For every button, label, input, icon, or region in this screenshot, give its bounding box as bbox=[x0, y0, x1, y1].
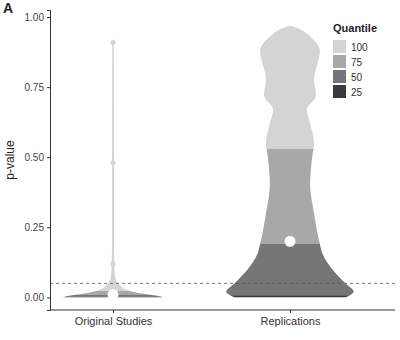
violin bbox=[63, 40, 163, 300]
x-tick: Replications bbox=[261, 310, 321, 327]
y-tick-mark bbox=[47, 87, 50, 88]
legend-label: 100 bbox=[351, 42, 368, 53]
y-tick: 0.50 bbox=[25, 152, 50, 163]
legend-label: 75 bbox=[351, 57, 363, 68]
legend-swatch bbox=[333, 70, 346, 83]
x-tick-label: Original Studies bbox=[75, 315, 153, 327]
legend: Quantile 100 75 50 25 bbox=[333, 22, 377, 98]
point bbox=[111, 261, 116, 266]
reference-line bbox=[50, 283, 395, 284]
quantile-band bbox=[226, 149, 353, 244]
y-tick-mark bbox=[47, 227, 50, 228]
x-tick-mark bbox=[290, 310, 291, 313]
quantile-band bbox=[63, 42, 163, 291]
legend-entry: 100 bbox=[333, 40, 368, 53]
plot-area bbox=[50, 25, 395, 300]
y-tick-mark bbox=[47, 297, 50, 298]
violin-outline bbox=[226, 25, 353, 297]
quantile-band-clip bbox=[226, 244, 353, 295]
y-tick-mark bbox=[47, 17, 50, 18]
quantile-band-clip bbox=[226, 25, 353, 148]
point bbox=[111, 40, 116, 45]
quantile-band bbox=[226, 295, 353, 297]
quantile-band-clip bbox=[63, 42, 163, 291]
legend-swatch bbox=[333, 85, 346, 98]
legend-entry: 50 bbox=[333, 70, 363, 83]
legend-label: 50 bbox=[351, 72, 363, 83]
y-tick-label: 0.50 bbox=[25, 152, 45, 163]
quantile-band-clip bbox=[226, 149, 353, 244]
y-tick-mark bbox=[47, 157, 50, 158]
y-tick: 1.00 bbox=[25, 12, 50, 23]
x-tick: Original Studies bbox=[75, 310, 153, 327]
violin bbox=[226, 25, 353, 297]
quantile-band bbox=[226, 25, 353, 148]
legend-swatch bbox=[333, 55, 346, 68]
y-tick: 0.00 bbox=[25, 292, 50, 303]
y-tick-label: 1.00 bbox=[25, 12, 45, 23]
mean-point bbox=[285, 236, 296, 247]
y-tick-label: 0.00 bbox=[25, 292, 45, 303]
x-axis: Original Studies Replications bbox=[50, 310, 395, 327]
legend-swatch bbox=[333, 40, 346, 53]
x-tick-mark bbox=[113, 310, 114, 313]
violin-outline bbox=[63, 42, 163, 297]
legend-entry: 75 bbox=[333, 55, 363, 68]
quantile-band-clip bbox=[226, 295, 353, 297]
y-tick-label: 0.25 bbox=[25, 222, 45, 233]
y-tick-label: 0.75 bbox=[25, 82, 45, 93]
x-axis-line bbox=[50, 310, 395, 311]
quantile-band bbox=[226, 244, 353, 295]
chart: A 0.00 0.25 0.50 0.75 1.00 Original Studies Rep… bbox=[0, 0, 400, 340]
y-tick: 0.75 bbox=[25, 82, 50, 93]
y-axis-line bbox=[47, 11, 51, 311]
y-axis: 0.00 0.25 0.50 0.75 1.00 bbox=[25, 11, 51, 311]
y-axis-title: p-value bbox=[3, 140, 17, 180]
x-tick-label: Replications bbox=[261, 315, 321, 327]
title: A bbox=[3, 0, 13, 16]
legend-label: 25 bbox=[351, 87, 363, 98]
point bbox=[111, 160, 116, 165]
legend-entry: 25 bbox=[333, 85, 363, 98]
legend-title: Quantile bbox=[333, 22, 377, 34]
y-tick: 0.25 bbox=[25, 222, 50, 233]
mean-point bbox=[108, 289, 119, 300]
